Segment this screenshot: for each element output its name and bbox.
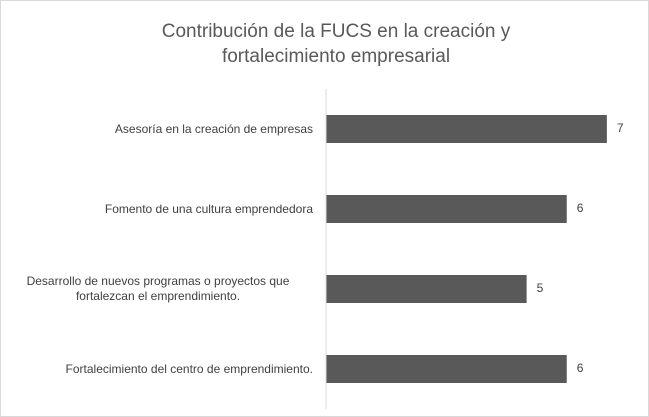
category-text: Asesoría en la creación de empresas bbox=[114, 121, 313, 136]
category-label: Fomento de una cultura emprendedora bbox=[3, 189, 313, 229]
category-label: Desarrollo de nuevos programas o proyect… bbox=[3, 269, 313, 309]
category-label: Fortalecimiento del centro de emprendimi… bbox=[3, 349, 313, 389]
bar bbox=[326, 115, 607, 143]
data-label: 6 bbox=[577, 361, 584, 375]
data-label: 7 bbox=[617, 121, 624, 135]
category-text: Fomento de una cultura emprendedora bbox=[104, 201, 313, 216]
bar bbox=[326, 355, 567, 383]
category-label: Asesoría en la creación de empresas bbox=[3, 109, 313, 149]
bar bbox=[326, 195, 567, 223]
chart-title: Contribución de la FUCS en la creación y… bbox=[161, 21, 511, 67]
data-label: 5 bbox=[537, 281, 544, 295]
data-label: 6 bbox=[577, 201, 584, 215]
category-text: Desarrollo de nuevos programas o proyect… bbox=[26, 274, 290, 303]
category-text: Fortalecimiento del centro de emprendimi… bbox=[65, 361, 313, 376]
bar bbox=[326, 275, 527, 303]
